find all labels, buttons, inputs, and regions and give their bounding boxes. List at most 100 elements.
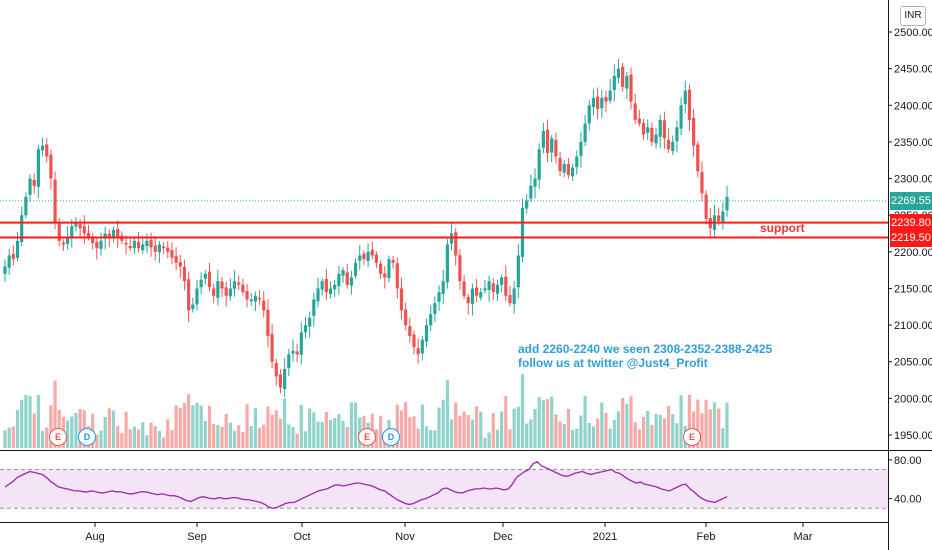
volume-bar (399, 410, 404, 448)
candle-body (66, 237, 70, 244)
volume-bar (99, 430, 103, 448)
volume-bar (15, 410, 20, 448)
volume-bar (437, 407, 441, 448)
candle-body (404, 309, 408, 326)
volume-bar (257, 427, 262, 448)
support-lines[interactable] (0, 200, 888, 239)
candle-body (379, 263, 383, 274)
volume-bar (508, 429, 512, 448)
volume-bar (374, 429, 379, 448)
candle-body (529, 185, 533, 199)
x-tick-label: Mar (794, 531, 813, 543)
volume-bar (583, 395, 587, 448)
candle-body (182, 266, 187, 282)
candle-body (700, 171, 704, 194)
candle-body (541, 130, 545, 148)
volume-bar (116, 425, 120, 448)
volume-bar (491, 413, 495, 448)
volume-bar (666, 405, 671, 448)
candle-body (291, 350, 295, 354)
candle-body (470, 288, 475, 305)
dividend-marker[interactable]: D (382, 428, 400, 446)
volume-bar (708, 409, 712, 448)
candle-body (616, 68, 621, 78)
volume-bar (149, 422, 153, 448)
volume-bars (3, 374, 729, 448)
volume-bar (7, 427, 11, 448)
x-tick-label: Aug (85, 531, 105, 543)
candle-body (274, 363, 278, 377)
volume-bar (266, 406, 270, 448)
volume-bar (278, 419, 283, 448)
volume-bar (591, 426, 596, 448)
candle-body (500, 277, 504, 285)
volume-bar (207, 405, 212, 448)
volume-bar (40, 431, 45, 448)
volume-bar (320, 421, 324, 448)
last-price-label: 2269.55 (890, 191, 932, 210)
candle-body (61, 242, 66, 245)
volume-bar (174, 405, 178, 448)
candle-body (545, 129, 550, 153)
volume-bar (337, 414, 341, 448)
annotation-line-2: follow us at twitter @Just4_Profit (518, 356, 708, 370)
volume-bar (241, 432, 245, 448)
candle-body (328, 288, 333, 295)
candle-body (312, 299, 316, 316)
candle-body (95, 241, 99, 249)
volume-bar (662, 418, 666, 448)
volume-bar (671, 413, 675, 448)
volume-bar (128, 429, 132, 448)
candle-body (366, 251, 370, 262)
volume-bar (341, 420, 345, 448)
volume-bar (404, 402, 408, 448)
candle-body (433, 303, 437, 315)
earnings-marker[interactable]: E (683, 428, 701, 446)
candle-body (53, 179, 57, 223)
volume-bar (103, 416, 107, 448)
x-tick-label: Oct (293, 531, 310, 543)
x-tick-label: Sep (187, 531, 207, 543)
lower-support-price-label: 2219.50 (890, 228, 932, 247)
candle-body (675, 127, 679, 142)
candle-body (504, 276, 508, 296)
x-tick-label: Dec (493, 531, 513, 543)
candle-body (228, 288, 232, 297)
candle-body (191, 304, 195, 309)
candle-body (241, 284, 245, 293)
candle-body (416, 348, 420, 355)
volume-bar (646, 411, 650, 448)
candle-body (49, 154, 53, 179)
candle-body (692, 117, 696, 146)
candle-body (671, 141, 675, 152)
candle-body (295, 351, 299, 355)
volume-bar (600, 402, 604, 448)
volume-bar (516, 406, 520, 448)
volume-bar (512, 408, 516, 448)
volume-bar (725, 402, 729, 448)
volume-bar (650, 424, 654, 448)
candle-body (86, 232, 91, 238)
candle-body (487, 281, 491, 290)
volume-bar (324, 411, 328, 448)
volume-bar (157, 430, 162, 448)
currency-badge[interactable]: INR (900, 6, 926, 26)
volume-bar (20, 400, 24, 448)
candle-body (387, 259, 391, 279)
dividend-marker[interactable]: D (78, 428, 96, 446)
volume-bar (470, 419, 475, 448)
candle-body (216, 281, 220, 298)
rsi-pane[interactable]: 80.00 40.00 (0, 455, 922, 509)
candlestick-series[interactable] (3, 58, 729, 398)
candle-body (7, 255, 11, 268)
earnings-marker[interactable]: E (358, 428, 376, 446)
candle-body (533, 178, 537, 187)
earnings-marker[interactable]: E (49, 428, 67, 446)
rsi-tick-label: 80.00 (894, 455, 922, 467)
y-tick-label: 1950.00 (894, 430, 932, 442)
volume-bar (562, 423, 566, 448)
candle-body (224, 287, 228, 296)
candle-body (249, 299, 253, 302)
